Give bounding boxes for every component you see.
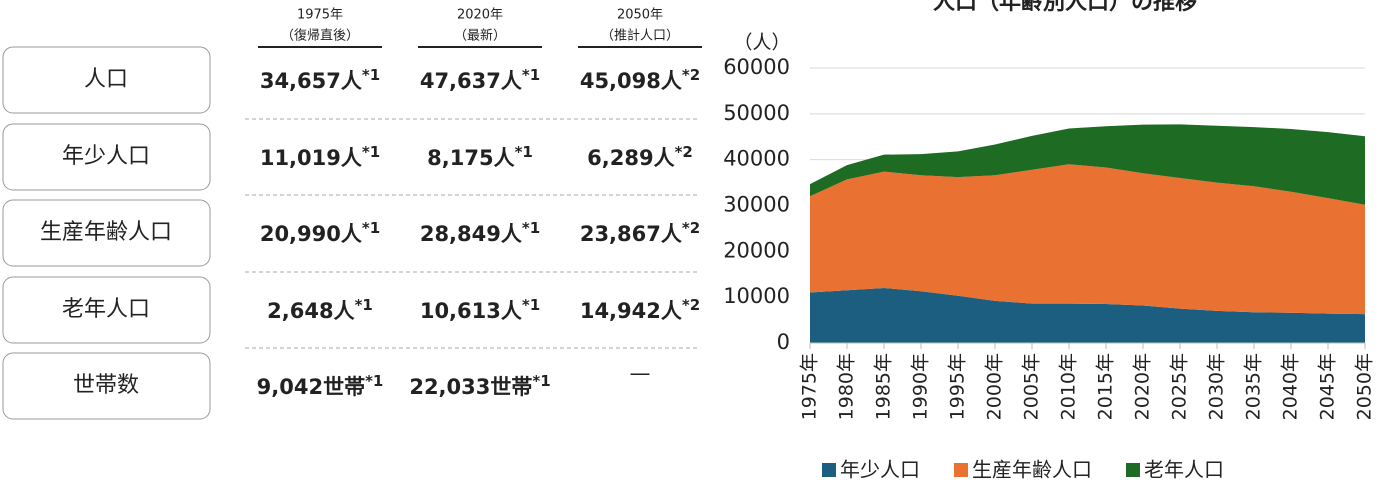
area — [810, 288, 1365, 343]
cell-footnote: *1 — [355, 296, 373, 314]
row-label: 人口 — [84, 67, 128, 92]
cell-text: 2,648人 — [267, 299, 354, 323]
row-label: 世帯数 — [73, 373, 139, 398]
y-tick-label: 50000 — [723, 101, 790, 125]
y-axis-label: （人） — [733, 32, 790, 54]
cell-footnote: *1 — [362, 219, 380, 237]
chart-title: 人口（年齢別人口）の推移 — [933, 0, 1197, 15]
column-note: （復帰直後） — [281, 28, 359, 44]
column-year: 2020年 — [457, 8, 503, 23]
cell-footnote: *2 — [682, 66, 700, 84]
x-tick-label: 2015年 — [1095, 353, 1117, 420]
x-tick-label: 2050年 — [1354, 353, 1376, 420]
cell-value: 23,867人*2 — [580, 219, 700, 247]
y-tick-label: 10000 — [723, 284, 790, 308]
row-label-box — [2, 199, 211, 267]
row-label-box — [2, 46, 211, 114]
cell-value: 6,289人*2 — [587, 143, 693, 171]
column-note: （推計人口） — [601, 28, 679, 44]
row-label-box — [2, 352, 211, 420]
cell-text: 20,990人 — [260, 222, 362, 246]
cell-text: 14,942人 — [580, 299, 682, 323]
cell-value: 34,657人*1 — [260, 66, 380, 94]
cell-footnote: *1 — [362, 143, 380, 161]
x-tick-label: 2025年 — [1169, 353, 1191, 420]
column-year: 2050年 — [617, 8, 663, 23]
cell-text: 28,849人 — [420, 222, 522, 246]
cell-text: 8,175人 — [427, 146, 514, 170]
row-label: 生産年齢人口 — [40, 220, 172, 245]
cell-footnote: *2 — [682, 219, 700, 237]
cell-value: 45,098人*2 — [580, 66, 700, 94]
y-tick-label: 40000 — [723, 147, 790, 171]
x-tick-label: 2005年 — [1021, 353, 1043, 420]
cell-value: 28,849人*1 — [420, 219, 540, 247]
row-label: 年少人口 — [62, 144, 150, 169]
cell-footnote: *1 — [532, 372, 550, 390]
cell-value: 20,990人*1 — [260, 219, 380, 247]
x-tick-label: 2010年 — [1058, 353, 1080, 420]
cell-text: 34,657人 — [260, 69, 362, 93]
x-tick-label: 1995年 — [947, 353, 969, 420]
cell-value: 14,942人*2 — [580, 296, 700, 324]
x-tick-label: 1985年 — [873, 353, 895, 420]
legend-label: 老年人口 — [1144, 458, 1224, 482]
row-label-box — [2, 276, 211, 344]
cell-value: 9,042世帯*1 — [257, 372, 384, 400]
x-tick-label: 2030年 — [1206, 353, 1228, 420]
cell-value: 22,033世帯*1 — [409, 372, 550, 400]
legend-swatch — [822, 463, 836, 477]
cell-footnote: *1 — [515, 143, 533, 161]
x-tick-label: 1980年 — [836, 353, 858, 420]
cell-value: 8,175人*1 — [427, 143, 533, 171]
y-tick-label: 20000 — [723, 238, 790, 262]
legend-label: 生産年齢人口 — [972, 458, 1092, 482]
cell-footnote: *2 — [682, 296, 700, 314]
cell-text: 45,098人 — [580, 69, 682, 93]
y-tick-label: 0 — [777, 330, 790, 354]
legend-swatch — [1126, 463, 1140, 477]
cell-footnote: *1 — [522, 296, 540, 314]
cell-value: — — [630, 361, 651, 385]
legend-swatch — [954, 463, 968, 477]
cell-text: 10,613人 — [420, 299, 522, 323]
area — [810, 164, 1365, 315]
x-tick-label: 2035年 — [1243, 353, 1265, 420]
x-tick-label: 2040年 — [1280, 353, 1302, 420]
cell-value: 10,613人*1 — [420, 296, 540, 324]
cell-text: 6,289人 — [587, 146, 674, 170]
cell-footnote: *1 — [362, 66, 380, 84]
area — [810, 124, 1365, 205]
cell-text: 9,042世帯 — [257, 375, 365, 399]
cell-text: 22,033世帯 — [409, 375, 532, 399]
y-tick-label: 30000 — [723, 193, 790, 217]
column-note: （最新） — [454, 28, 506, 44]
x-tick-label: 1975年 — [799, 353, 821, 420]
legend-label: 年少人口 — [840, 458, 920, 482]
row-label: 老年人口 — [62, 297, 150, 322]
cell-text: 23,867人 — [580, 222, 682, 246]
cell-text: 47,637人 — [420, 69, 522, 93]
cell-footnote: *2 — [675, 143, 693, 161]
cell-footnote: *1 — [522, 66, 540, 84]
x-tick-label: 1990年 — [910, 353, 932, 420]
x-tick-label: 2000年 — [984, 353, 1006, 420]
column-year: 1975年 — [297, 8, 343, 23]
cell-value: 47,637人*1 — [420, 66, 540, 94]
y-tick-label: 60000 — [723, 55, 790, 79]
cell-footnote: *1 — [522, 219, 540, 237]
cell-text: — — [630, 361, 651, 385]
x-tick-label: 2045年 — [1317, 353, 1339, 420]
cell-value: 11,019人*1 — [260, 143, 380, 171]
cell-text: 11,019人 — [260, 146, 362, 170]
row-label-box — [2, 123, 211, 191]
cell-value: 2,648人*1 — [267, 296, 373, 324]
cell-footnote: *1 — [365, 372, 383, 390]
x-tick-label: 2020年 — [1132, 353, 1154, 420]
